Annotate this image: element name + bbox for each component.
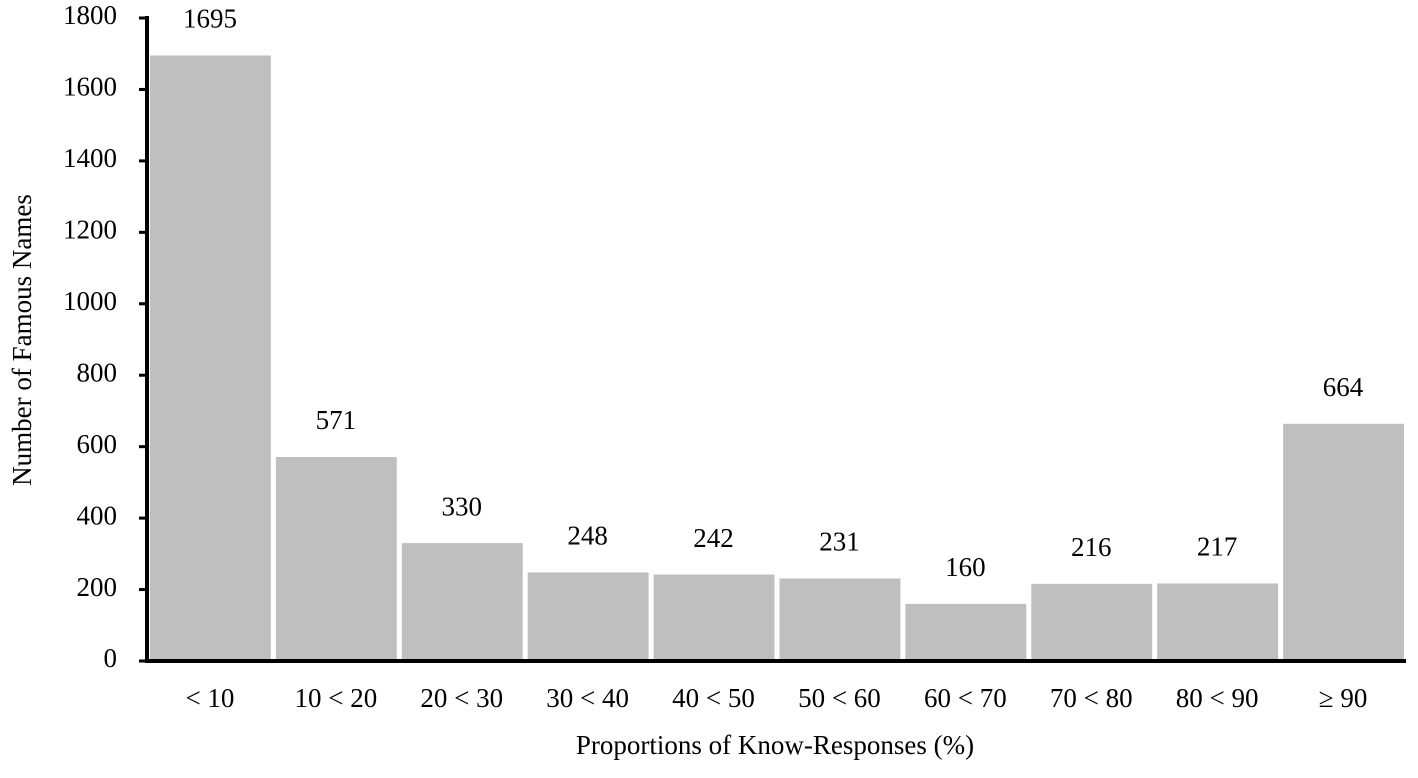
x-tick-label: < 10 [185,683,234,713]
x-tick-label: ≥ 90 [1319,683,1368,713]
y-axis-title: Number of Famous Names [7,194,37,486]
y-tick-label: 200 [77,572,118,602]
x-axis-title: Proportions of Know-Responses (%) [576,730,974,760]
data-label: 216 [1071,532,1112,562]
x-tick-label: 10 < 20 [294,683,377,713]
data-label: 571 [316,405,357,435]
x-tick-label: 30 < 40 [546,683,629,713]
data-label: 217 [1197,532,1238,562]
bar [1283,423,1404,661]
y-tick-label: 1200 [63,215,117,245]
data-label: 1695 [183,4,237,34]
bar [275,457,397,661]
y-tick-label: 1600 [63,72,117,102]
bar [527,572,649,661]
bar [905,603,1027,661]
bar [653,574,775,661]
y-tick-label: 1400 [63,143,117,173]
bar [150,55,271,661]
bar [1031,583,1153,661]
x-tick-label: 40 < 50 [672,683,755,713]
data-label: 231 [819,527,860,557]
x-tick-label: 80 < 90 [1176,683,1259,713]
x-tick-label: 20 < 30 [420,683,503,713]
y-tick-label: 600 [77,429,118,459]
x-tick-label: 50 < 60 [798,683,881,713]
data-label: 664 [1323,372,1364,402]
data-label: 242 [693,523,734,553]
data-label: 248 [567,521,608,551]
x-tick-label: 60 < 70 [924,683,1007,713]
data-label: 160 [945,552,986,582]
y-tick-label: 400 [77,500,118,530]
y-tick-label: 1800 [63,0,117,30]
bar [1157,583,1279,661]
y-tick-label: 0 [104,643,118,673]
y-tick-label: 800 [77,357,118,387]
bar [779,578,901,661]
x-tick-label: 70 < 80 [1050,683,1133,713]
data-label: 330 [442,491,483,521]
bar [401,543,523,661]
y-tick-label: 1000 [63,286,117,316]
